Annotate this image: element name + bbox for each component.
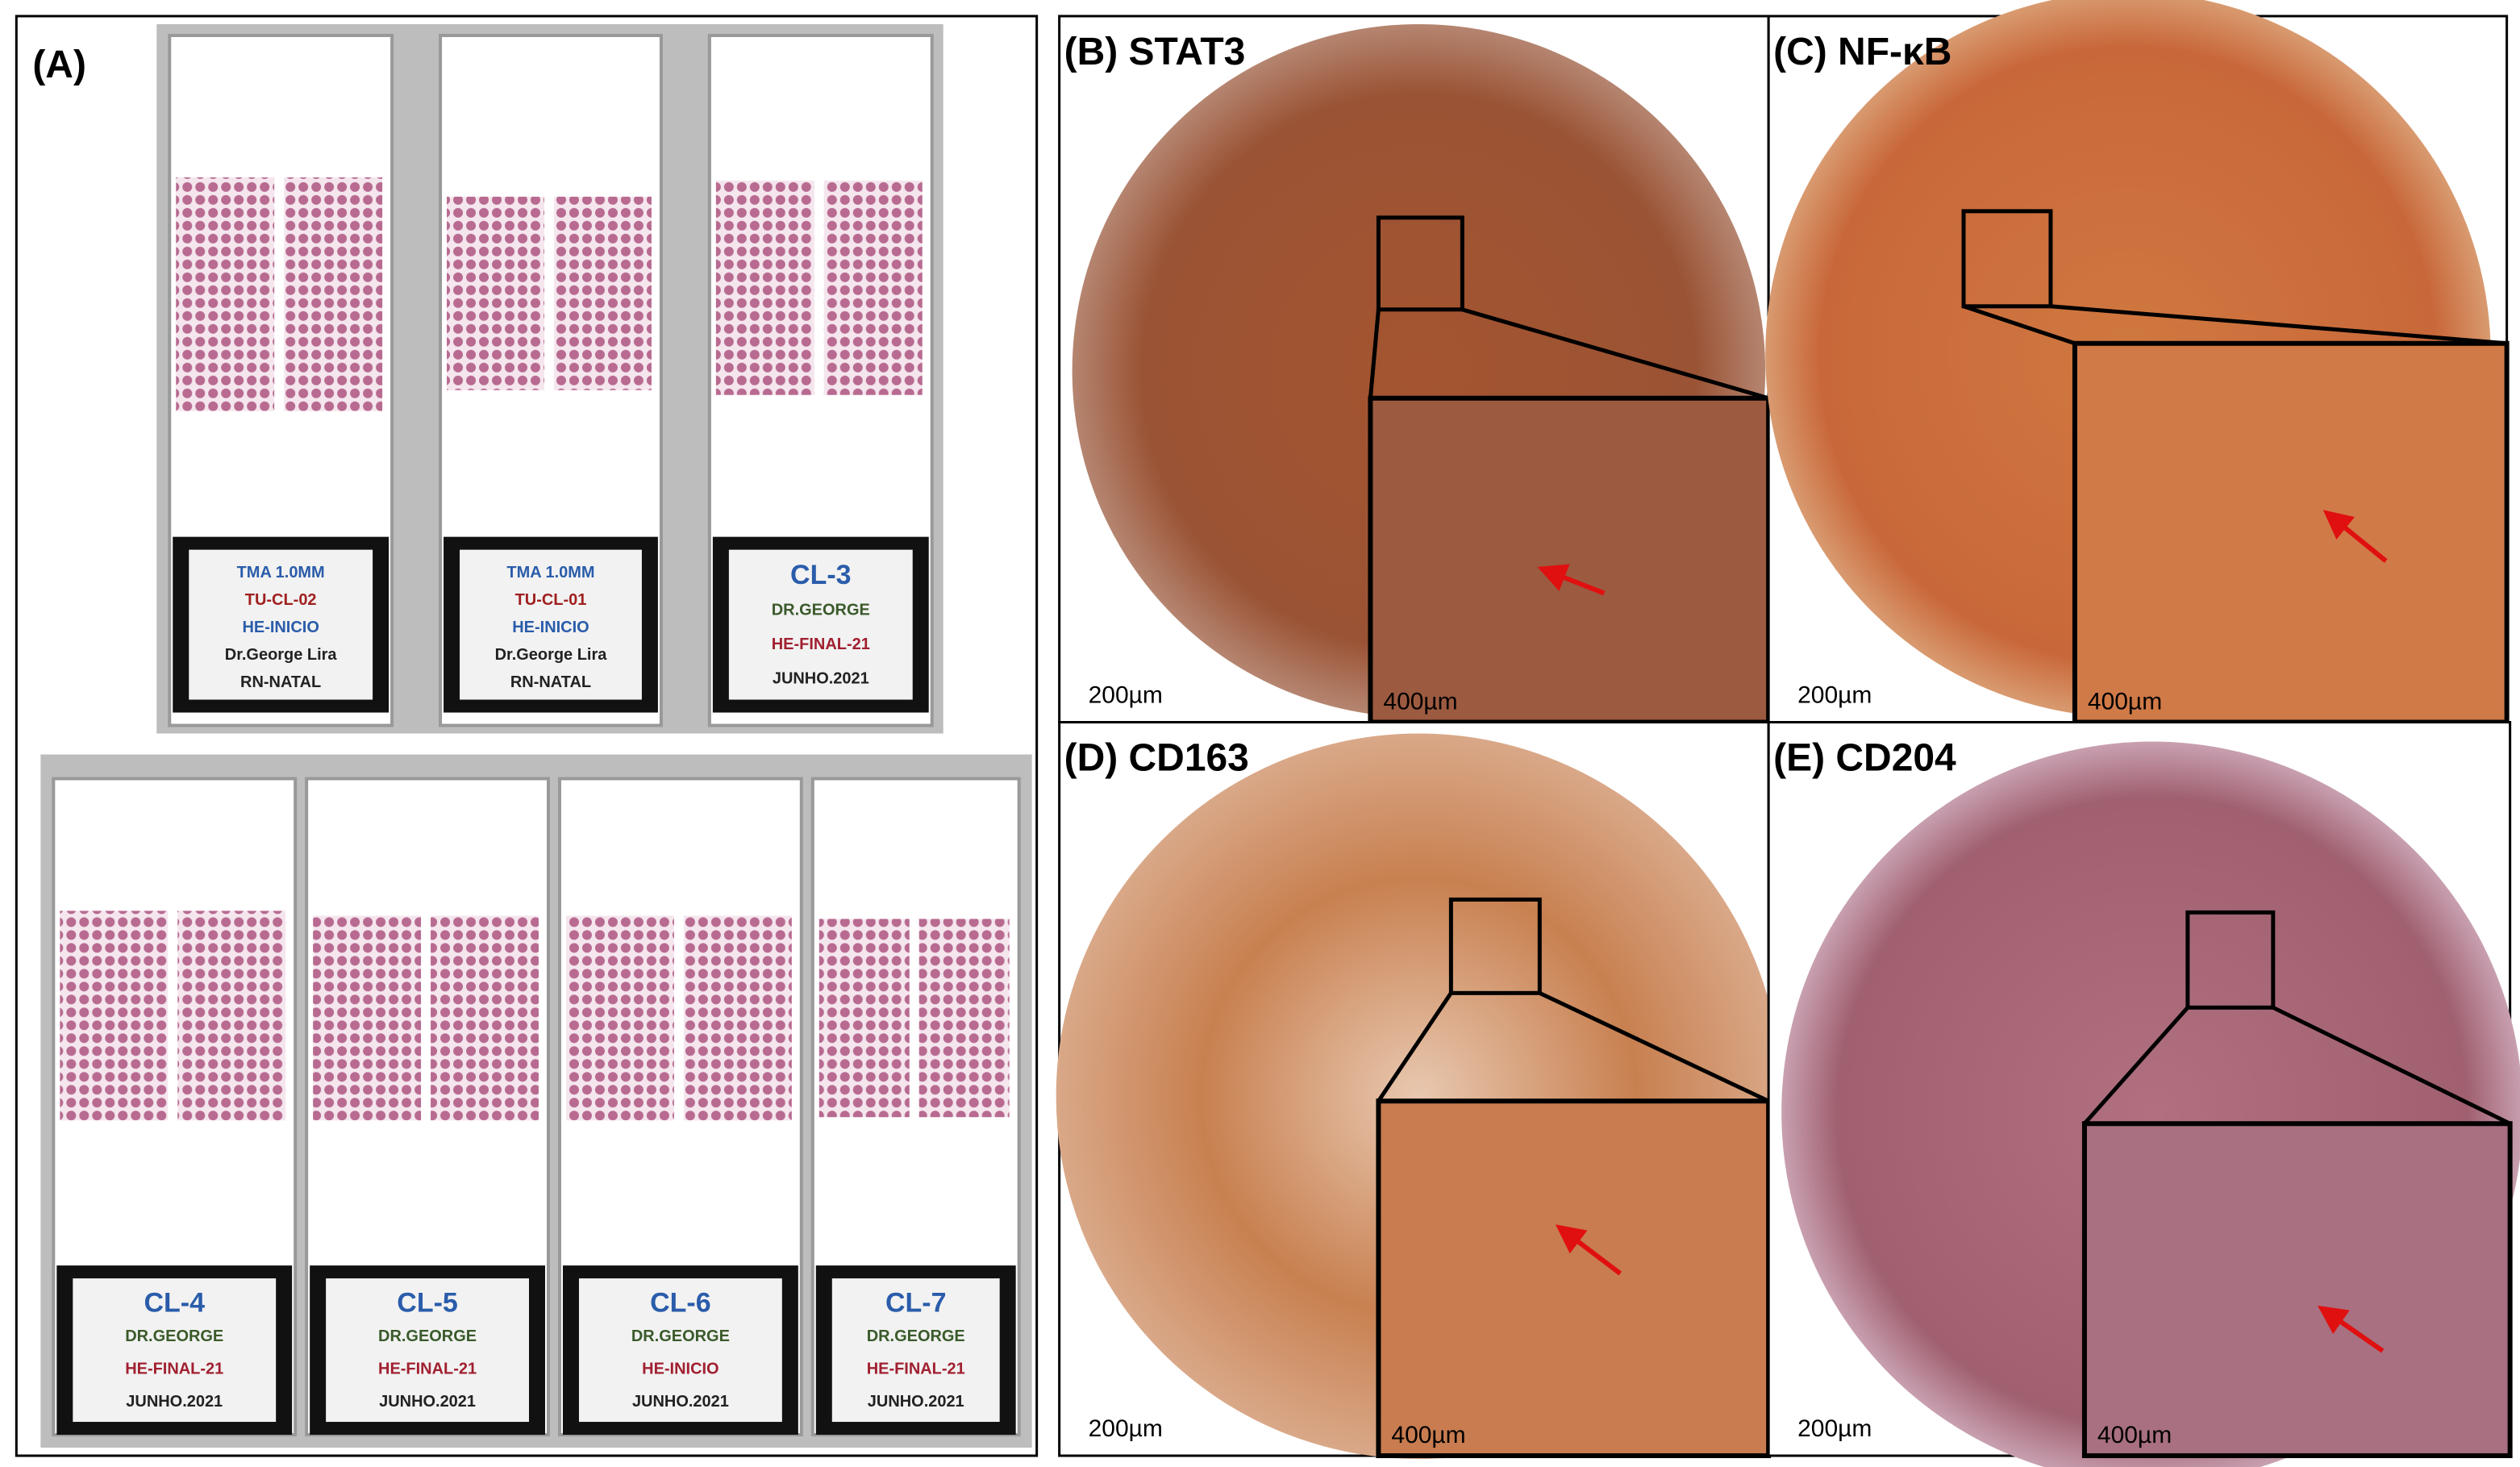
zoom-box: [1961, 209, 2053, 309]
slide-label: [578, 1278, 782, 1423]
slide-label-text: Dr.George Lira: [495, 646, 608, 664]
panel-label: (C) NF-κB: [1773, 31, 1951, 73]
zoom-line: [1377, 991, 1453, 1102]
scale-label: 400µm: [1383, 689, 1457, 715]
slide-label-text: TMA 1.0MM: [237, 564, 325, 581]
zoom-line: [2050, 304, 2507, 346]
tissue-array: [565, 915, 674, 1121]
zoom-line: [2083, 1006, 2189, 1125]
slide-label-text: DR.GEORGE: [867, 1327, 965, 1345]
arrow: [1537, 564, 1606, 596]
arrow: [2322, 510, 2388, 563]
slide-label: [460, 549, 642, 700]
slide-label-text: HE-INICIO: [512, 619, 589, 636]
slide-label-text: CL-5: [397, 1287, 457, 1318]
zoom-line: [1539, 991, 1770, 1103]
tissue-array: [553, 196, 652, 390]
inset: [2081, 1121, 2513, 1459]
slide-label-text: CL-7: [885, 1287, 946, 1318]
slide-label-text: JUNHO.2021: [868, 1393, 964, 1411]
slide-label-text: DR.GEORGE: [378, 1327, 477, 1345]
slide-label-text: JUNHO.2021: [126, 1393, 223, 1411]
panel-label: (D) CD163: [1064, 736, 1249, 779]
scale-label: 200µm: [1797, 1415, 1872, 1442]
scale-label: 200µm: [1089, 682, 1163, 709]
zoom-box: [1376, 215, 1464, 312]
slide-label-text: DR.GEORGE: [125, 1327, 223, 1345]
panel-a-frame: [15, 15, 1039, 1457]
slide-label-text: JUNHO.2021: [773, 670, 869, 688]
inset: [1368, 395, 1772, 725]
slide-label: [73, 1278, 277, 1423]
slide-label: [189, 549, 373, 700]
tissue-array: [177, 911, 286, 1121]
scale-label: 200µm: [1089, 1415, 1163, 1442]
tissue-array: [313, 915, 422, 1121]
tissue-array: [918, 919, 1010, 1118]
tissue-array: [284, 177, 383, 411]
slide-label-text: HE-FINAL-21: [125, 1361, 223, 1378]
arrow: [1555, 1224, 1622, 1276]
slide-label-text: DR.GEORGE: [631, 1327, 730, 1345]
slide-label-text: RN-NATAL: [510, 673, 591, 691]
slide-label: [326, 1278, 529, 1423]
slide-label-text: DR.GEORGE: [772, 602, 870, 619]
tissue-array: [447, 196, 544, 390]
zoom-box: [1448, 897, 1542, 995]
inset: [1376, 1098, 1772, 1459]
zoom-line: [1963, 304, 2076, 346]
slide-label-text: HE-FINAL-21: [378, 1361, 477, 1378]
zoom-line: [1461, 307, 1769, 401]
slide-label-text: HE-FINAL-21: [867, 1361, 965, 1378]
zoom-box: [2185, 910, 2276, 1010]
panel-label: (E) CD204: [1773, 736, 1956, 779]
panel-label: (A): [32, 44, 86, 86]
slide-label-text: HE-FINAL-21: [772, 636, 870, 653]
arrow: [2318, 1305, 2385, 1353]
slide-label-text: Dr.George Lira: [225, 646, 338, 664]
slide-label: [831, 1278, 1000, 1423]
slide-label: [728, 549, 913, 700]
tissue-array: [715, 180, 814, 395]
slide-label-text: JUNHO.2021: [632, 1393, 729, 1411]
slide-label-text: CL-4: [144, 1287, 205, 1318]
scale-label: 400µm: [2088, 689, 2162, 715]
zoom-line: [1368, 309, 1381, 398]
panel-label: (B) STAT3: [1064, 31, 1246, 73]
inset: [2072, 340, 2510, 725]
tissue-array: [818, 919, 910, 1118]
slide-label-text: RN-NATAL: [240, 673, 321, 691]
slide-label-text: TMA 1.0MM: [506, 564, 594, 581]
tissue-array: [823, 180, 923, 395]
slide-label-text: HE-INICIO: [642, 1361, 719, 1378]
scale-label: 200µm: [1797, 682, 1872, 709]
tissue-array: [431, 915, 539, 1121]
scale-label: 400µm: [2097, 1422, 2172, 1448]
slide-label-text: HE-INICIO: [242, 619, 319, 636]
scale-label: 400µm: [1391, 1422, 1465, 1448]
slide-label-text: TU-CL-01: [515, 591, 587, 609]
zoom-line: [2272, 1006, 2511, 1126]
tissue-array: [683, 915, 792, 1121]
tissue-array: [60, 911, 169, 1121]
tissue-array: [176, 177, 275, 411]
slide-label-text: JUNHO.2021: [379, 1393, 476, 1411]
slide-label-text: CL-3: [790, 560, 851, 590]
slide-label-text: CL-6: [650, 1287, 710, 1318]
slide-label-text: TU-CL-02: [245, 591, 317, 609]
